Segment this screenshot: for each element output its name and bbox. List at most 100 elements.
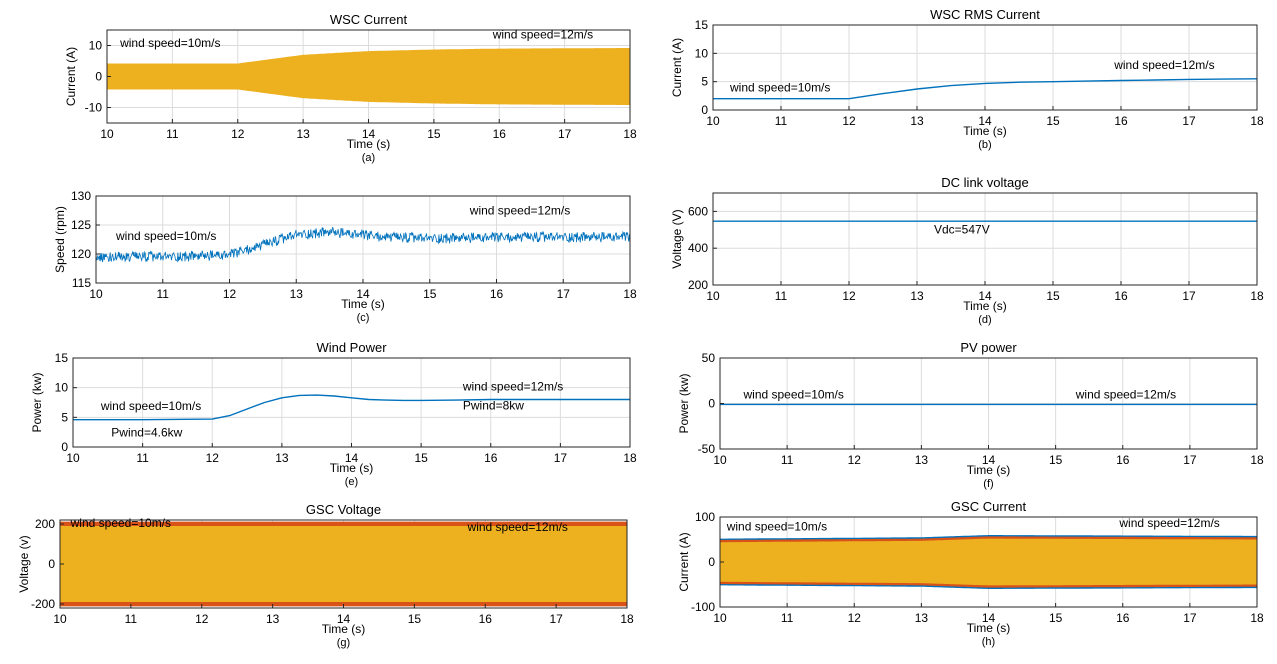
series-band-2 xyxy=(720,538,1257,586)
annotation: wind speed=12m/s xyxy=(462,380,563,394)
annotation: wind speed=12m/s xyxy=(1075,387,1176,401)
series-group xyxy=(73,394,630,421)
x-tick-label: 13 xyxy=(915,611,929,625)
y-tick-label: 0 xyxy=(61,440,68,454)
x-tick-label: 12 xyxy=(231,127,245,141)
panel-caption: (c) xyxy=(357,312,370,324)
x-tick-label: 15 xyxy=(423,287,437,301)
y-tick-label: 0 xyxy=(48,557,55,571)
chart-title: PV power xyxy=(960,340,1017,355)
x-tick-label: 14 xyxy=(982,611,996,625)
y-axis-label: Speed (rpm) xyxy=(53,206,67,273)
series-band-0 xyxy=(107,48,630,105)
x-tick-label: 12 xyxy=(848,453,862,467)
y-tick-label: -200 xyxy=(31,597,55,611)
x-tick-label: 12 xyxy=(842,114,856,128)
x-tick-label: 10 xyxy=(713,611,727,625)
y-tick-label: -10 xyxy=(85,101,103,115)
y-tick-label: 200 xyxy=(35,517,55,531)
annotation: wind speed=12m/s xyxy=(1113,58,1214,72)
x-tick-label: 10 xyxy=(100,127,114,141)
x-tick-label: 16 xyxy=(493,127,507,141)
annotation: Pwind=8kw xyxy=(463,399,524,413)
x-axis-label: Time (s) xyxy=(347,137,391,151)
chart-e: 10 11 12 13 14 15 16 17 18 0 5 10 15 Wind Power Time (… xyxy=(30,340,637,488)
x-tick-label: 13 xyxy=(275,451,289,465)
x-tick-label: 11 xyxy=(775,289,788,303)
x-tick-label: 16 xyxy=(1114,289,1128,303)
x-tick-label: 16 xyxy=(490,287,504,301)
y-tick-label: 130 xyxy=(71,189,91,203)
panel-caption: (d) xyxy=(978,314,991,326)
x-tick-label: 10 xyxy=(706,114,720,128)
x-axis-label: Time (s) xyxy=(967,621,1011,635)
x-tick-label: 16 xyxy=(484,451,498,465)
series-band-1 xyxy=(60,526,627,602)
x-tick-label: 18 xyxy=(620,612,634,626)
x-tick-label: 17 xyxy=(1182,289,1196,303)
annotation: Pwind=4.6kw xyxy=(111,425,182,439)
x-tick-label: 13 xyxy=(296,127,310,141)
x-axis-label: Time (s) xyxy=(341,297,385,311)
x-tick-label: 11 xyxy=(125,612,138,626)
x-tick-label: 18 xyxy=(623,451,637,465)
y-tick-label: 10 xyxy=(695,46,709,60)
x-tick-label: 12 xyxy=(195,612,209,626)
series-group xyxy=(720,535,1257,589)
x-tick-label: 17 xyxy=(1182,114,1196,128)
x-tick-label: 17 xyxy=(549,612,563,626)
y-tick-label: 120 xyxy=(71,247,91,261)
x-tick-label: 12 xyxy=(842,289,856,303)
chart-h: 10 11 12 13 14 15 16 17 18 -100 0 100 GSC Current Tim… xyxy=(677,499,1264,648)
chart-title: WSC Current xyxy=(330,12,408,27)
x-tick-label: 10 xyxy=(53,612,67,626)
chart-title: WSC RMS Current xyxy=(930,7,1040,22)
x-tick-label: 16 xyxy=(1116,453,1130,467)
annotation: wind speed=12m/s xyxy=(1118,516,1219,530)
series-line-0 xyxy=(96,227,630,263)
y-tick-label: 50 xyxy=(702,351,716,365)
y-axis-label: Current (A) xyxy=(64,47,78,106)
x-tick-label: 11 xyxy=(166,127,179,141)
panel-caption: (f) xyxy=(983,478,993,490)
series-group xyxy=(60,521,627,607)
x-axis-label: Time (s) xyxy=(330,461,374,475)
y-axis-label: Power (kw) xyxy=(677,373,691,433)
annotation: wind speed=12m/s xyxy=(469,204,570,218)
annotation: wind speed=12m/s xyxy=(467,520,568,534)
x-tick-label: 13 xyxy=(266,612,280,626)
x-axis-label: Time (s) xyxy=(963,124,1007,138)
x-tick-label: 11 xyxy=(775,114,788,128)
panel-caption: (g) xyxy=(337,637,350,649)
y-axis-label: Current (A) xyxy=(677,532,691,591)
series-group xyxy=(96,227,630,263)
x-axis-label: Time (s) xyxy=(322,622,366,636)
y-tick-label: -100 xyxy=(691,600,715,614)
x-tick-label: 18 xyxy=(1250,289,1264,303)
y-tick-label: 600 xyxy=(688,204,708,218)
y-axis-label: Power (kw) xyxy=(30,372,44,432)
annotation: wind speed=10m/s xyxy=(100,399,201,413)
series-group xyxy=(107,48,630,105)
chart-c: 10 11 12 13 14 15 16 17 18 115 120 125 130 Time (s)(c… xyxy=(53,189,637,324)
x-tick-label: 12 xyxy=(223,287,237,301)
x-tick-label: 15 xyxy=(414,451,428,465)
x-tick-label: 12 xyxy=(206,451,220,465)
x-tick-label: 11 xyxy=(136,451,149,465)
x-tick-label: 11 xyxy=(781,611,794,625)
chart-g: 10 11 12 13 14 15 16 17 18 -200 0 200 GSC Voltage Tim… xyxy=(17,502,634,649)
chart-title: DC link voltage xyxy=(941,175,1028,190)
x-tick-label: 13 xyxy=(290,287,304,301)
x-tick-label: 11 xyxy=(157,287,170,301)
x-axis-label: Time (s) xyxy=(963,299,1007,313)
x-tick-label: 18 xyxy=(1250,114,1264,128)
x-tick-label: 16 xyxy=(1114,114,1128,128)
x-tick-label: 14 xyxy=(978,289,992,303)
y-tick-label: 115 xyxy=(72,276,91,290)
panel-caption: (e) xyxy=(345,476,358,488)
y-tick-label: 15 xyxy=(55,351,69,365)
x-tick-label: 14 xyxy=(362,127,376,141)
chart-title: Wind Power xyxy=(316,340,387,355)
annotation: wind speed=10m/s xyxy=(70,516,171,530)
y-tick-label: 100 xyxy=(695,510,715,524)
